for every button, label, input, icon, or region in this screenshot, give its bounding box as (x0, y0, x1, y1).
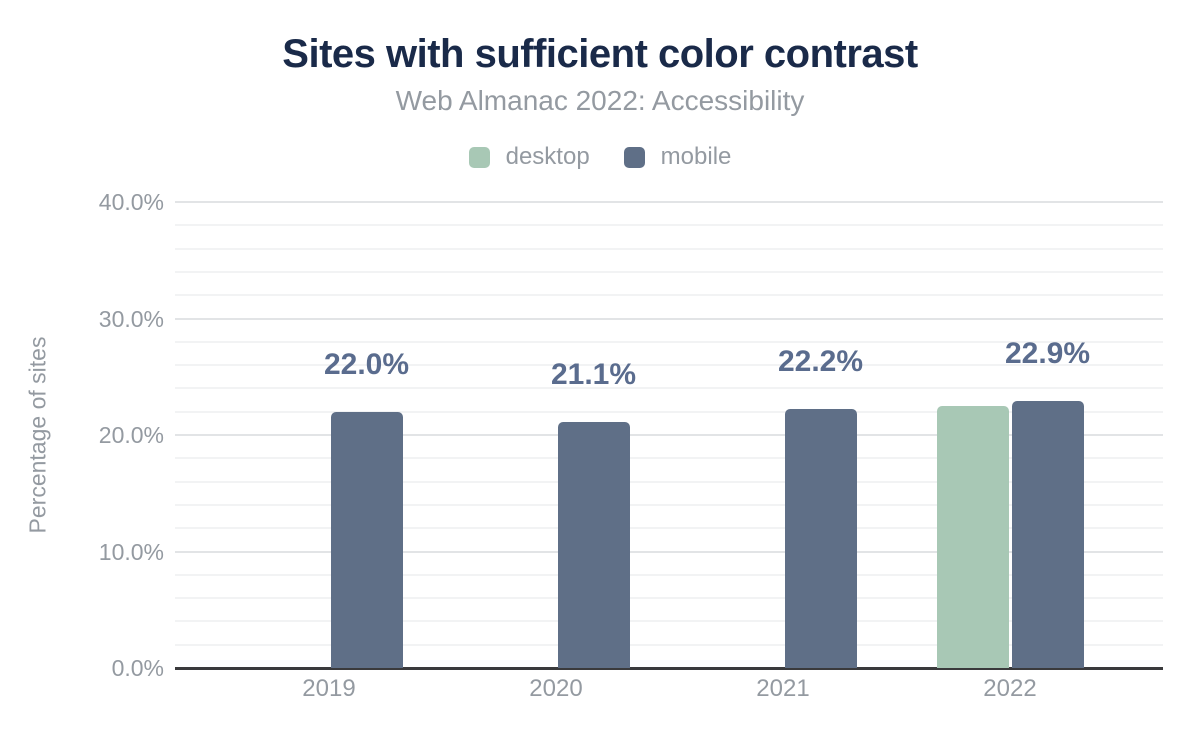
value-label-2019: 22.0% (323, 347, 410, 381)
gridline-major (175, 201, 1163, 203)
gridline-minor (175, 597, 1163, 600)
gridline-minor (175, 503, 1163, 506)
y-tick-label: 40.0% (98, 189, 164, 215)
gridline-minor (175, 527, 1163, 530)
gridline-minor (175, 457, 1163, 460)
gridline-minor (175, 480, 1163, 483)
y-tick-label: 20.0% (98, 422, 164, 448)
value-label-2021: 22.2% (777, 345, 864, 379)
chart-subtitle: Web Almanac 2022: Accessibility (395, 85, 805, 116)
y-tick-label: 10.0% (98, 538, 164, 565)
value-label-2020: 21.1% (550, 358, 637, 392)
x-tick-label: 2022 (983, 675, 1037, 702)
gridline-minor (175, 270, 1163, 273)
plot-area: 22.0% 21.1% 22.2% 22.9% (175, 201, 1163, 670)
bar-mobile-2019[interactable] (330, 411, 403, 668)
gridline-minor (175, 573, 1163, 576)
gridline-major (175, 317, 1163, 320)
gridline-minor (175, 340, 1163, 343)
gridline-major (175, 550, 1163, 553)
gridline-minor (175, 387, 1163, 390)
chart-legend: desktop mobile (0, 143, 1200, 171)
gridline-minor (175, 364, 1163, 367)
x-tick-label: 2020 (529, 675, 583, 702)
legend-label-mobile: mobile (660, 143, 732, 170)
gridline-minor (175, 224, 1163, 227)
bar-mobile-2020[interactable] (557, 422, 630, 668)
gridline-minor (175, 620, 1163, 623)
x-tick-label: 2019 (302, 675, 356, 702)
value-label-2022: 22.9% (1004, 337, 1091, 371)
x-tick-label: 2021 (756, 675, 810, 702)
y-tick-label: 0.0% (111, 655, 164, 681)
x-axis-line (175, 667, 1163, 670)
gridline-major (175, 434, 1163, 436)
legend-swatch-mobile (623, 146, 645, 168)
gridline-minor (175, 410, 1163, 413)
bar-mobile-2022[interactable] (1011, 401, 1084, 668)
gridline-minor (175, 294, 1163, 297)
legend-swatch-desktop (468, 146, 490, 168)
bar-mobile-2021[interactable] (784, 409, 857, 668)
bar-desktop-2022[interactable] (936, 405, 1009, 668)
gridline-minor (175, 247, 1163, 250)
y-tick-label: 30.0% (98, 305, 164, 332)
legend-item-desktop: desktop (468, 143, 590, 171)
legend-label-desktop: desktop (505, 143, 590, 170)
gridline-minor (175, 643, 1163, 646)
legend-item-mobile: mobile (623, 143, 732, 171)
chart-title: Sites with sufficient color contrast (282, 32, 918, 76)
